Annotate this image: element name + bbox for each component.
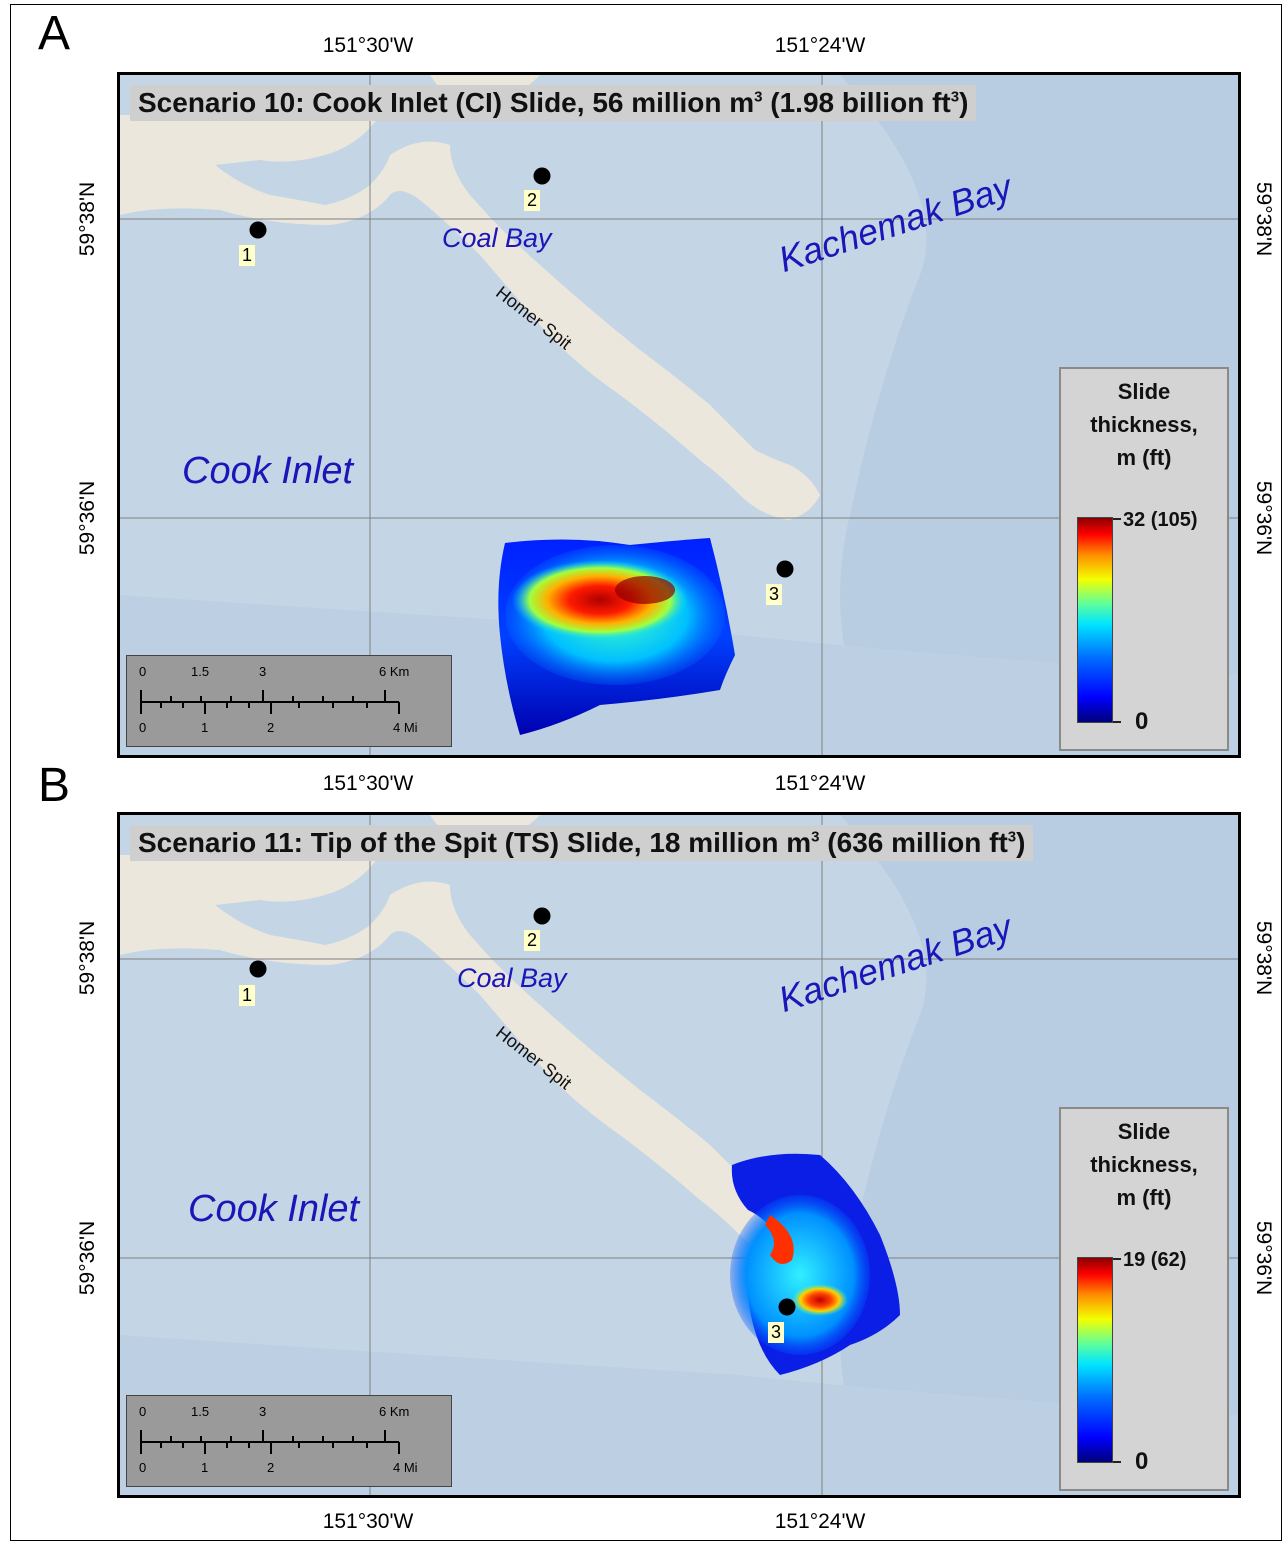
panel-b-lat-label-left-1: 59°38'N [76, 921, 100, 995]
panel-a-lon-label-bottom-2: 151°24'W [775, 772, 866, 796]
panel-b-scalebar: 0 1.5 3 6 Km 0 1 2 4 Mi [126, 1395, 452, 1487]
panel-a-lon-label-top-1: 151°30'W [323, 34, 414, 58]
panel-b-marker-label-2: 2 [524, 930, 540, 951]
panel-b-map[interactable]: Scenario 11: Tip of the Spit (TS) Slide,… [117, 812, 1241, 1498]
panel-a-legend: Slide thickness, m (ft) 32 (105) 0 [1059, 367, 1229, 751]
panel-a-scale-mi-1: 1 [201, 720, 208, 735]
panel-a-legend-title-2: thickness, [1061, 408, 1227, 441]
panel-b-legend-colorbar [1077, 1257, 1113, 1463]
panel-b-legend-title-2: thickness, [1061, 1148, 1227, 1181]
panel-a-marker-label-2: 2 [524, 190, 540, 211]
panel-b-legend-tick-max [1113, 1258, 1121, 1260]
panel-a-lat-label-right-1: 59°38'N [1251, 182, 1275, 256]
panel-b-lat-label-right-1: 59°38'N [1251, 921, 1275, 995]
panel-b-legend-title-1: Slide [1061, 1115, 1227, 1148]
panel-a-scale-mi-3: 4 Mi [393, 720, 418, 735]
panel-a-scale-mi-0: 0 [139, 720, 146, 735]
panel-a-letter: A [38, 10, 70, 58]
panel-a-marker-3[interactable] [777, 561, 794, 578]
panel-a-legend-colorbar [1077, 517, 1113, 723]
panel-a-title: Scenario 10: Cook Inlet (CI) Slide, 56 m… [130, 85, 976, 121]
panel-b-lon-label-bottom-2: 151°24'W [775, 1510, 866, 1534]
panel-b-legend-title-3: m (ft) [1061, 1181, 1227, 1214]
panel-a-legend-tick-min [1113, 721, 1121, 723]
panel-a-legend-max: 32 (105) [1123, 509, 1198, 532]
panel-b-legend-min: 0 [1135, 1448, 1148, 1476]
panel-b-letter: B [38, 762, 70, 810]
panel-a-lat-label-left-1: 59°38'N [76, 182, 100, 256]
panel-b-lat-label-left-2: 59°36'N [76, 1221, 100, 1295]
panel-b-scale-mi-3: 4 Mi [393, 1460, 418, 1475]
panel-b-marker-label-3: 3 [768, 1322, 784, 1343]
panel-a-marker-1[interactable] [250, 222, 267, 239]
panel-b-coal-bay-label: Coal Bay [457, 963, 567, 994]
panel-b-marker-3[interactable] [779, 1299, 796, 1316]
panel-a-lon-label-bottom-1: 151°30'W [323, 772, 414, 796]
panel-b-scale-mi-1: 1 [201, 1460, 208, 1475]
panel-a-cook-inlet-label: Cook Inlet [182, 450, 353, 493]
panel-a-marker-2[interactable] [534, 168, 551, 185]
panel-b-scale-mi-0: 0 [139, 1460, 146, 1475]
panel-a-marker-label-3: 3 [766, 584, 782, 605]
panel-b-legend-max: 19 (62) [1123, 1249, 1186, 1272]
panel-a-marker-label-1: 1 [239, 245, 255, 266]
panel-a-lat-label-left-2: 59°36'N [76, 481, 100, 555]
panel-b-marker-2[interactable] [534, 908, 551, 925]
panel-a-legend-tick-max [1113, 518, 1121, 520]
panel-b-marker-label-1: 1 [239, 985, 255, 1006]
panel-b-lon-label-bottom-1: 151°30'W [323, 1510, 414, 1534]
panel-a-lat-label-right-2: 59°36'N [1251, 481, 1275, 555]
panel-b-cook-inlet-label: Cook Inlet [188, 1188, 359, 1231]
panel-a-scale-mi-2: 2 [267, 720, 274, 735]
panel-a-legend-title-1: Slide [1061, 375, 1227, 408]
panel-b-lat-label-right-2: 59°36'N [1251, 1221, 1275, 1295]
panel-a-legend-title-3: m (ft) [1061, 441, 1227, 474]
panel-a-lon-label-top-2: 151°24'W [775, 34, 866, 58]
panel-b-scale-mi-2: 2 [267, 1460, 274, 1475]
panel-a-legend-min: 0 [1135, 708, 1148, 736]
panel-a-scalebar: 0 1.5 3 6 Km 0 1 2 4 Mi [126, 655, 452, 747]
panel-a-map[interactable]: Scenario 10: Cook Inlet (CI) Slide, 56 m… [117, 72, 1241, 758]
panel-a-coal-bay-label: Coal Bay [442, 223, 552, 254]
panel-b-legend-tick-min [1113, 1461, 1121, 1463]
panel-b-legend: Slide thickness, m (ft) 19 (62) 0 [1059, 1107, 1229, 1491]
panel-b-marker-1[interactable] [250, 961, 267, 978]
panel-b-title: Scenario 11: Tip of the Spit (TS) Slide,… [130, 825, 1033, 861]
